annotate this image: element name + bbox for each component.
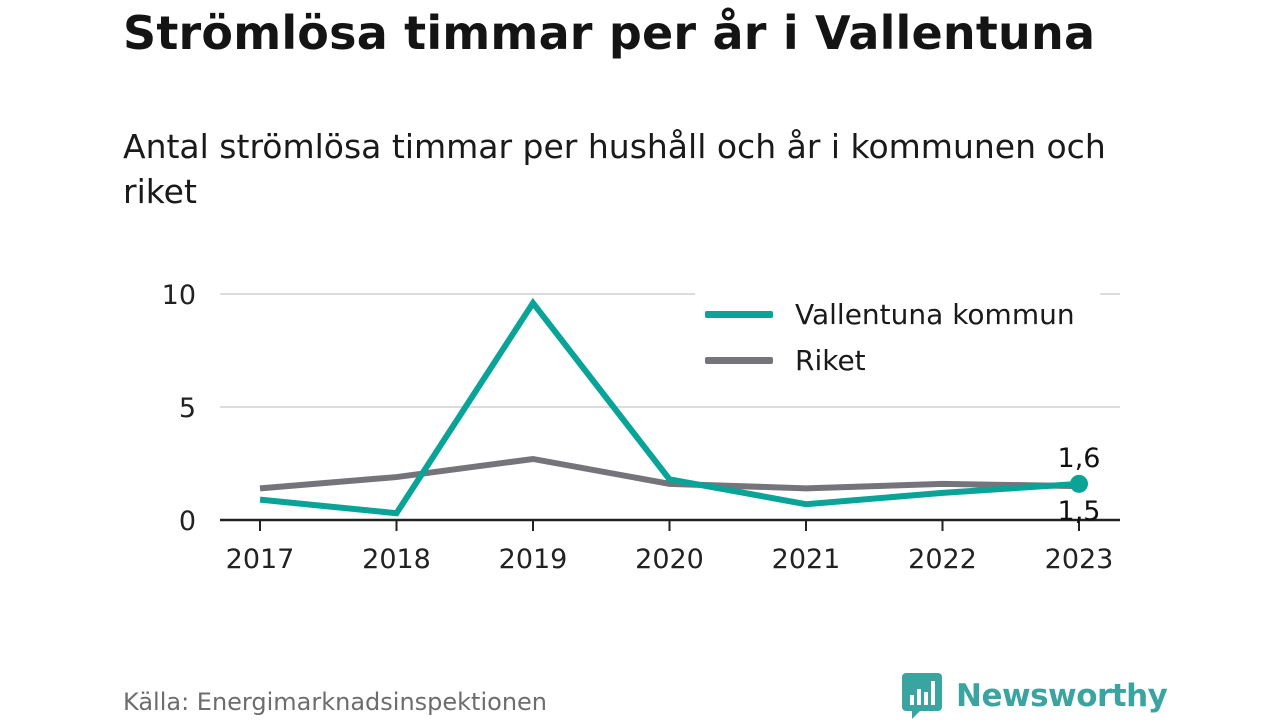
chart-legend: Vallentuna kommun Riket xyxy=(695,292,1100,390)
x-tick-label: 2019 xyxy=(499,544,568,575)
legend-item-vallentuna: Vallentuna kommun xyxy=(705,298,1075,331)
data-label-vallentuna: 1,6 xyxy=(1058,443,1101,474)
x-tick-label: 2017 xyxy=(226,544,295,575)
series-line-vallentuna xyxy=(259,297,1080,517)
y-tick-label: 0 xyxy=(179,506,196,537)
y-tick-label: 10 xyxy=(162,280,196,311)
y-tick-label: 5 xyxy=(179,393,196,424)
legend-swatch-vallentuna xyxy=(705,311,773,318)
x-tick-label: 2018 xyxy=(362,544,431,575)
series-line-riket xyxy=(259,455,1080,492)
source-note: Källa: Energimarknadsinspektionen xyxy=(123,688,548,716)
chart-subtitle: Antal strömlösa timmar per hushåll och å… xyxy=(123,127,1106,211)
x-tick-label: 2023 xyxy=(1045,544,1114,575)
x-tick-label: 2020 xyxy=(635,544,704,575)
series-end-point-vallentuna xyxy=(1070,474,1088,493)
x-tick-label: 2021 xyxy=(772,544,841,575)
legend-label-riket: Riket xyxy=(795,344,866,377)
legend-label-vallentuna: Vallentuna kommun xyxy=(795,298,1075,331)
chart-title: Strömlösa timmar per år i Vallentuna xyxy=(123,6,1096,60)
data-label-riket: 1,5 xyxy=(1058,496,1101,527)
legend-swatch-riket xyxy=(705,357,773,364)
x-tick-label: 2022 xyxy=(908,544,977,575)
legend-item-riket: Riket xyxy=(705,344,866,377)
brand-name: Newsworthy xyxy=(956,678,1168,714)
brand-logo[interactable]: Newsworthy xyxy=(902,672,1168,720)
newsworthy-logo-icon xyxy=(902,673,942,719)
